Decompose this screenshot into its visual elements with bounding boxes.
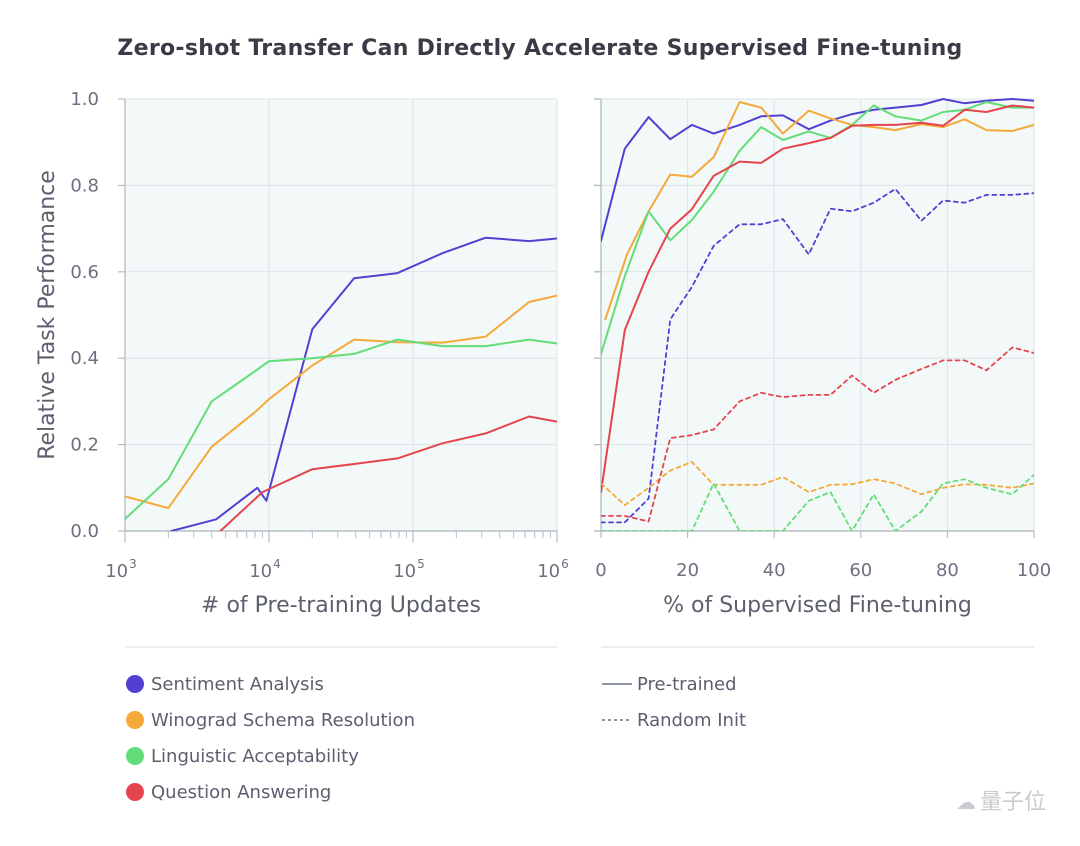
x-tick-label: 0 (595, 560, 606, 581)
x-tick-label: 20 (676, 560, 699, 581)
panel-pretraining-updates: 0.0 0.2 0.4 0.6 0.8 1.0 103 104 105 106 # of Pre-t… (70, 89, 569, 648)
legend-label-linguistic: Linguistic Acceptability (151, 746, 359, 767)
plot-background (125, 99, 557, 531)
panel-supervised-finetuning: 0 20 40 60 80 100 % of Supervised Fine-tuning (594, 98, 1051, 648)
y-tick-label: 0.6 (70, 262, 99, 283)
legend-swatch-sentiment (126, 675, 144, 693)
series-line-linguistic-acceptability-random-init (601, 473, 1034, 531)
series-line-linguistic-acceptability (125, 338, 557, 520)
legend-swatch-linguistic (126, 747, 144, 765)
series-line-winograd-schema-resolution-pre-trained (604, 101, 1034, 321)
series-line-sentiment-analysis-pre-trained (601, 98, 1034, 242)
watermark: ☁ 量子位 (956, 784, 1046, 816)
legend-label-winograd: Winograd Schema Resolution (151, 710, 415, 731)
x-tick-label: 106 (537, 557, 569, 582)
series-line-linguistic-acceptability-pre-trained (601, 101, 1034, 355)
x-tick-exponent: 5 (417, 557, 425, 571)
legend-label-qa: Question Answering (151, 782, 331, 803)
x-tick-label: 105 (393, 557, 425, 582)
x-axis-label: # of Pre-training Updates (201, 593, 481, 618)
y-axis-label: Relative Task Performance (35, 170, 60, 460)
chart-title: Zero-shot Transfer Can Directly Accelera… (117, 36, 963, 61)
series-line-sentiment-analysis-random-init (601, 187, 1034, 524)
series-group (125, 236, 557, 531)
x-tick-label: 103 (105, 557, 137, 582)
series-line-question-answering (219, 415, 557, 531)
plot-background (601, 99, 1034, 531)
y-tick-label: 0.8 (70, 175, 99, 196)
x-tick-label: 100 (1017, 560, 1051, 581)
x-tick-exponent: 6 (561, 557, 569, 571)
legend-swatch-qa (126, 783, 144, 801)
legend-label-dashed: Random Init (637, 710, 746, 731)
series-line-winograd-schema-resolution-random-init (601, 460, 1034, 507)
watermark-text: 量子位 (979, 790, 1046, 815)
legend-label-sentiment: Sentiment Analysis (151, 674, 324, 695)
series-line-question-answering-pre-trained (601, 104, 1034, 494)
y-tick-label: 0.2 (70, 435, 99, 456)
y-tick-label: 1.0 (70, 89, 99, 110)
y-tick-label: 0.0 (70, 521, 99, 542)
series-group (601, 98, 1034, 531)
x-axis-label: % of Supervised Fine-tuning (663, 593, 972, 618)
x-tick-exponent: 4 (273, 557, 281, 571)
wechat-icon: ☁ (955, 790, 976, 814)
legend-swatch-winograd (126, 711, 144, 729)
series-line-sentiment-analysis (170, 236, 557, 531)
x-tick-label: 60 (849, 560, 872, 581)
series-line-winograd-schema-resolution (125, 294, 557, 510)
legend-label-solid: Pre-trained (637, 674, 737, 695)
y-tick-label: 0.4 (70, 348, 99, 369)
x-tick-label: 40 (763, 560, 786, 581)
legend: Sentiment Analysis Winograd Schema Resolu… (126, 674, 746, 803)
x-tick-label: 104 (249, 557, 281, 582)
series-line-question-answering-random-init (601, 346, 1034, 523)
x-tick-label: 80 (936, 560, 959, 581)
x-tick-exponent: 3 (129, 557, 137, 571)
